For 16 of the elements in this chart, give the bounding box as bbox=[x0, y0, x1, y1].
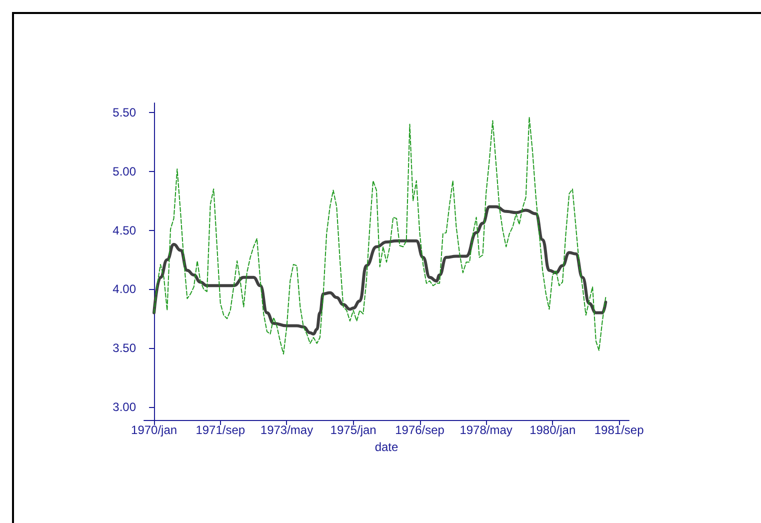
x-tick-label: 1978/may bbox=[460, 423, 512, 437]
x-tick-label: 1970/jan bbox=[131, 423, 178, 437]
y-tick-label: 4.00 bbox=[112, 282, 136, 296]
x-tick-label: 1971/sep bbox=[196, 423, 246, 437]
x-axis-title: date bbox=[374, 440, 398, 454]
y-tick-label: 5.50 bbox=[112, 105, 136, 120]
y-tick-label: 5.00 bbox=[112, 164, 136, 178]
x-tick-label: 1973/may bbox=[260, 423, 314, 437]
y-tick-label: 3.00 bbox=[112, 400, 136, 414]
y-tick-label: 3.50 bbox=[112, 341, 136, 356]
y-tick-label: 4.50 bbox=[112, 223, 136, 238]
x-tick-label: 1975/jan bbox=[330, 423, 376, 437]
x-tick-label: 1976/sep bbox=[395, 423, 445, 437]
x-tick-label: 1980/jan bbox=[530, 423, 576, 437]
x-tick-label: 1981/sep bbox=[594, 423, 644, 437]
line-series bbox=[154, 116, 606, 355]
